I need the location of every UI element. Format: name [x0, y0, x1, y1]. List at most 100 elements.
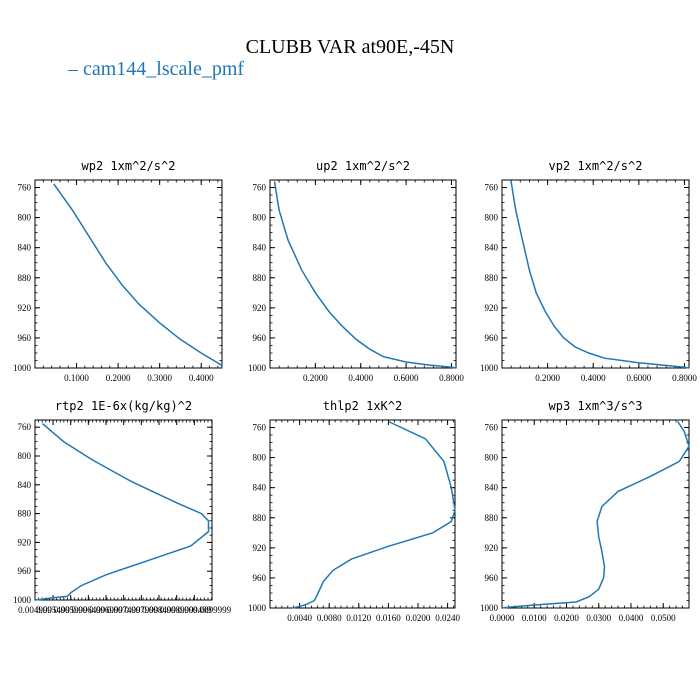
x-tick-label: 0.005499 [36, 605, 70, 615]
legend: – cam144_lscale_pmf [68, 58, 244, 81]
chart-panel-2: up2 1xm^2/s^2 760 800 840 880 920 960 1000 0.200… [248, 159, 464, 383]
y-tick-label: 800 [18, 451, 32, 461]
series-line [292, 420, 456, 609]
y-tick-label: 1000 [480, 603, 499, 613]
y-tick-label: 880 [253, 273, 267, 283]
x-tick-label: 0.0120 [346, 613, 371, 623]
y-tick-label: 760 [485, 423, 499, 433]
x-tick-label: 0.009499 [177, 605, 211, 615]
x-tick-label: 0.6000 [394, 373, 419, 383]
x-tick-label: 0.005999 [54, 605, 88, 615]
x-tick-label: 0.1000 [64, 373, 89, 383]
x-tick-label: 0.0080 [317, 613, 342, 623]
x-tick-label: 0.0300 [586, 613, 611, 623]
y-tick-label: 760 [253, 423, 267, 433]
x-tick-label: 0.0040 [287, 613, 312, 623]
x-tick-label: 0.007499 [107, 605, 141, 615]
x-tick-label: 0.008999 [160, 605, 194, 615]
x-tick-label: 0.008499 [142, 605, 176, 615]
y-tick-label: 880 [485, 513, 499, 523]
y-tick-label: 880 [485, 273, 499, 283]
chart-panel-1: wp2 1xm^2/s^2 760 800 840 880 920 960 1000 0.100… [13, 159, 223, 383]
y-tick-label: 840 [485, 483, 499, 493]
x-tick-label: 0.0240 [435, 613, 460, 623]
y-tick-label: 960 [485, 573, 499, 583]
x-tick-label: 0.0160 [376, 613, 401, 623]
legend-line-icon: – [68, 58, 78, 80]
y-tick-label: 920 [485, 303, 499, 313]
y-tick-label: 1000 [480, 363, 499, 373]
chart-panel-4: rtp2 1E-6x(kg/kg)^2 760 800 840 880 920 960 100… [13, 399, 232, 615]
plot-frame [269, 179, 457, 369]
x-tick-label: 0.6000 [626, 373, 651, 383]
y-tick-label: 1000 [13, 363, 32, 373]
panel-title: thlp2 1xK^2 [323, 399, 402, 413]
series-line [501, 421, 690, 609]
x-tick-label: 0.0400 [619, 613, 644, 623]
x-tick-label: 0.0200 [554, 613, 579, 623]
y-tick-label: 920 [253, 303, 267, 313]
x-tick-label: 0.4000 [189, 373, 214, 383]
series-line [53, 183, 223, 369]
y-tick-label: 1000 [13, 595, 32, 605]
x-tick-label: 0.8000 [439, 373, 464, 383]
x-tick-label: 0.4000 [581, 373, 606, 383]
plot-frame [501, 179, 690, 369]
series-line [510, 181, 690, 369]
chart-panel-6: wp3 1xm^3/s^3 760 800 840 880 920 960 10000.000… [480, 399, 690, 623]
x-tick-label: 0.0000 [490, 613, 515, 623]
x-tick-label: 0.2000 [303, 373, 328, 383]
plot-frame [501, 419, 690, 609]
panel-title: wp3 1xm^3/s^3 [549, 399, 643, 413]
y-tick-label: 760 [485, 183, 499, 193]
y-tick-label: 840 [485, 243, 499, 253]
x-tick-label: 0.0099999 [193, 605, 232, 615]
y-tick-label: 800 [253, 453, 267, 463]
y-tick-label: 920 [253, 543, 267, 553]
plot-frame [34, 419, 213, 601]
y-tick-label: 920 [485, 543, 499, 553]
y-tick-label: 800 [485, 453, 499, 463]
series-line [273, 181, 457, 369]
panel-title: wp2 1xm^2/s^2 [82, 159, 176, 173]
x-tick-label: 0.2000 [106, 373, 131, 383]
y-tick-label: 840 [18, 243, 32, 253]
x-tick-label: 0.8000 [672, 373, 697, 383]
x-tick-label: 0.0100 [522, 613, 547, 623]
x-tick-label: 0.007999 [124, 605, 158, 615]
x-tick-label: 0.2000 [535, 373, 560, 383]
x-tick-label: 0.006999 [89, 605, 123, 615]
y-tick-label: 960 [253, 333, 267, 343]
y-tick-label: 880 [18, 273, 32, 283]
figure-title: CLUBB VAR at90E,-45N [245, 36, 455, 58]
y-tick-label: 1000 [248, 363, 267, 373]
x-tick-label: 0.3000 [147, 373, 172, 383]
y-tick-label: 880 [18, 509, 32, 519]
chart-panel-3: vp2 1xm^2/s^2 760 800 840 880 920 960 1000 0.200… [480, 159, 697, 383]
chart-panel-5: thlp2 1xK^2 760 800 840 880 920 960 1000 0.0040 0… [248, 399, 460, 623]
y-tick-label: 880 [253, 513, 267, 523]
y-tick-label: 960 [253, 573, 267, 583]
y-tick-label: 840 [253, 243, 267, 253]
x-tick-label: 0.0500 [651, 613, 676, 623]
y-tick-label: 1000 [248, 603, 267, 613]
x-tick-label: 0.0200 [406, 613, 431, 623]
y-tick-label: 960 [18, 333, 32, 343]
y-tick-label: 800 [18, 213, 32, 223]
y-tick-label: 840 [18, 480, 32, 490]
y-tick-label: 760 [18, 422, 32, 432]
y-tick-label: 760 [18, 183, 32, 193]
x-tick-label: 0.4000 [348, 373, 373, 383]
panel-title: up2 1xm^2/s^2 [316, 159, 410, 173]
y-tick-label: 960 [18, 566, 32, 576]
x-tick-label: 0.006499 [71, 605, 105, 615]
y-tick-label: 800 [485, 213, 499, 223]
y-tick-label: 760 [253, 183, 267, 193]
y-tick-label: 840 [253, 483, 267, 493]
plot-frame [269, 419, 456, 609]
y-tick-label: 800 [253, 213, 267, 223]
panel-title: vp2 1xm^2/s^2 [549, 159, 643, 173]
y-tick-label: 960 [485, 333, 499, 343]
panel-title: rtp2 1E-6x(kg/kg)^2 [55, 399, 192, 413]
